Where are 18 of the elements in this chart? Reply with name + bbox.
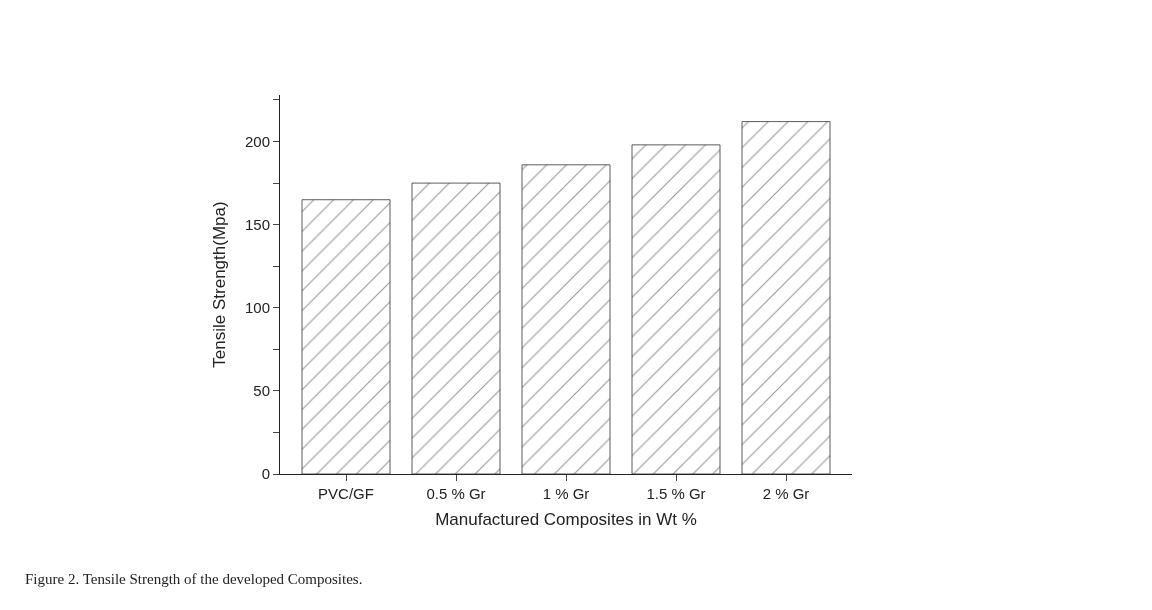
y-axis-title: Tensile Strength(Mpa) bbox=[209, 201, 229, 368]
x-tick-label: 1.5 % Gr bbox=[646, 485, 706, 502]
bar bbox=[631, 144, 721, 474]
y-tick-label: 50 bbox=[253, 382, 270, 400]
caption: Figure 2. Tensile Strength of the developed Composites. bbox=[25, 571, 363, 587]
x-tick-label: PVC/GF bbox=[318, 485, 374, 502]
bar bbox=[411, 182, 501, 474]
bar bbox=[521, 164, 611, 474]
x-axis-title: Manufactured Composites in Wt % bbox=[435, 510, 697, 530]
y-tick-label: 0 bbox=[261, 465, 270, 483]
y-tick-label: 100 bbox=[244, 299, 270, 317]
y-tick-label: 150 bbox=[244, 215, 270, 233]
x-tick-label: 2 % Gr bbox=[762, 485, 810, 502]
bar bbox=[741, 121, 831, 474]
y-tick-label: 200 bbox=[244, 132, 270, 150]
x-tick-label: 0.5 % Gr bbox=[426, 485, 486, 502]
bar bbox=[301, 199, 391, 474]
x-tick-label: 1 % Gr bbox=[542, 485, 590, 502]
